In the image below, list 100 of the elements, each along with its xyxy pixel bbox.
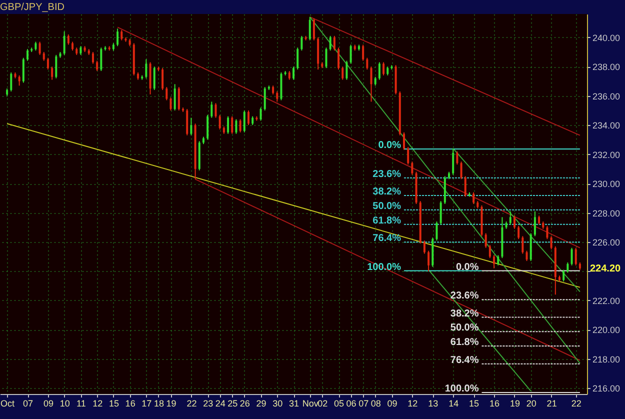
candlestick: [312, 18, 315, 41]
candlestick: [436, 221, 438, 242]
x-tick-label: Nov: [302, 398, 319, 408]
candlestick: [162, 68, 164, 90]
candlestick: [484, 232, 487, 248]
candlestick: [260, 107, 262, 122]
candlestick: [276, 90, 278, 102]
candlestick: [513, 215, 516, 230]
candlestick: [300, 35, 303, 52]
candlestick: [55, 54, 58, 79]
y-tick-label: 220.00: [592, 325, 620, 336]
candlestick: [247, 110, 250, 126]
series-label: 23.6%: [372, 168, 402, 180]
text: 224.20: [590, 263, 622, 274]
y-tick-label: 218.00: [592, 354, 620, 364]
x-tick-label: 02: [318, 398, 328, 408]
candlestick: [210, 101, 213, 118]
candlestick: [518, 225, 520, 240]
y-tick-label: 238.00: [592, 62, 620, 72]
y-tick-label: 222.00: [592, 296, 620, 306]
x-tick-label: 17: [142, 398, 152, 408]
candlestick: [190, 117, 192, 136]
x-tick-label: 09: [387, 398, 398, 408]
series-label: 61.8%: [450, 337, 479, 348]
x-tick-label: 16: [490, 398, 500, 408]
candlestick: [378, 62, 380, 80]
candlestick: [534, 210, 536, 237]
candlestick: [464, 176, 466, 198]
x-tick-label: 21: [546, 398, 557, 408]
x-tick-label: 07: [23, 398, 34, 408]
candlestick: [460, 161, 462, 180]
series-label: 23.6%: [450, 290, 479, 302]
candlestick: [350, 44, 352, 64]
candlestick: [440, 200, 442, 225]
y-tick-label: 234.00: [592, 120, 620, 131]
candlestick: [174, 84, 176, 111]
series-label: 0.0%: [378, 140, 402, 152]
x-tick-label: 29: [256, 398, 266, 408]
y-tick-label: 230.00: [592, 179, 620, 190]
chart-title: GBP/JPY_BID: [0, 2, 64, 13]
candlestick: [67, 34, 70, 46]
x-tick-label: 12: [408, 398, 418, 408]
candlestick: [522, 236, 524, 254]
x-tick-label: 10: [60, 398, 70, 408]
y-tick-label: 240.00: [592, 32, 620, 43]
candlestick: [100, 47, 102, 72]
candlestick: [51, 66, 54, 80]
candlestick: [231, 116, 234, 134]
candlestick: [329, 35, 332, 52]
candlestick: [452, 148, 454, 176]
candlestick: [550, 236, 552, 250]
candlestick: [366, 57, 368, 70]
candlestick: [239, 118, 242, 133]
candlestick: [292, 66, 294, 80]
x-tick-label: Oct: [0, 398, 16, 408]
x-tick-label: 23: [203, 398, 214, 408]
candlestick: [243, 110, 246, 133]
candlestick: [218, 114, 221, 130]
candlestick: [264, 86, 266, 111]
candlestick: [402, 132, 405, 150]
candlestick: [10, 72, 12, 92]
x-tick-label: 14: [448, 398, 459, 408]
x-tick-label: 19: [166, 398, 176, 408]
x-tick-label: 25: [228, 398, 238, 408]
candlestick: [206, 114, 209, 140]
candlestick: [296, 47, 299, 70]
x-tick-label: 11: [76, 398, 86, 408]
series-label: 76.4%: [372, 233, 402, 244]
candlestick: [63, 31, 66, 56]
candlestick: [370, 66, 372, 102]
candlestick: [338, 47, 340, 70]
x-tick-label: 22: [571, 398, 582, 408]
candlestick: [235, 118, 238, 134]
y-tick-label: 216.00: [592, 384, 620, 394]
candlestick: [38, 41, 41, 56]
y-tick-label: 226.00: [592, 238, 620, 248]
candlestick: [227, 116, 230, 134]
x-tick-label: 22: [186, 398, 197, 408]
candlestick: [346, 60, 348, 80]
x-tick-label: 20: [526, 398, 536, 408]
candlestick: [22, 57, 24, 84]
y-tick-label: 228.00: [592, 208, 620, 218]
candlestick: [456, 150, 458, 166]
candlestick: [325, 47, 328, 69]
candlestick: [46, 57, 49, 70]
series-label: 38.2%: [372, 186, 402, 198]
candlestick: [488, 244, 491, 259]
candlestick: [562, 269, 565, 282]
candlestick: [333, 35, 336, 52]
y-tick-label: 232.00: [592, 150, 620, 160]
candlestick: [92, 52, 94, 64]
candlestick: [570, 247, 573, 266]
x-tick-label: 09: [43, 398, 54, 408]
x-tick-label: 13: [428, 398, 438, 408]
candlestick: [428, 250, 430, 272]
candlestick: [96, 60, 98, 72]
x-tick-label: 30: [272, 398, 283, 408]
x-tick-label: 19: [510, 398, 520, 408]
y-tick-label: 236.00: [592, 91, 620, 102]
candlestick: [362, 44, 364, 62]
